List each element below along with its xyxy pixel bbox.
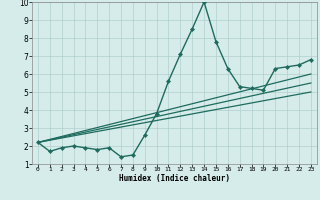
X-axis label: Humidex (Indice chaleur): Humidex (Indice chaleur) (119, 174, 230, 183)
